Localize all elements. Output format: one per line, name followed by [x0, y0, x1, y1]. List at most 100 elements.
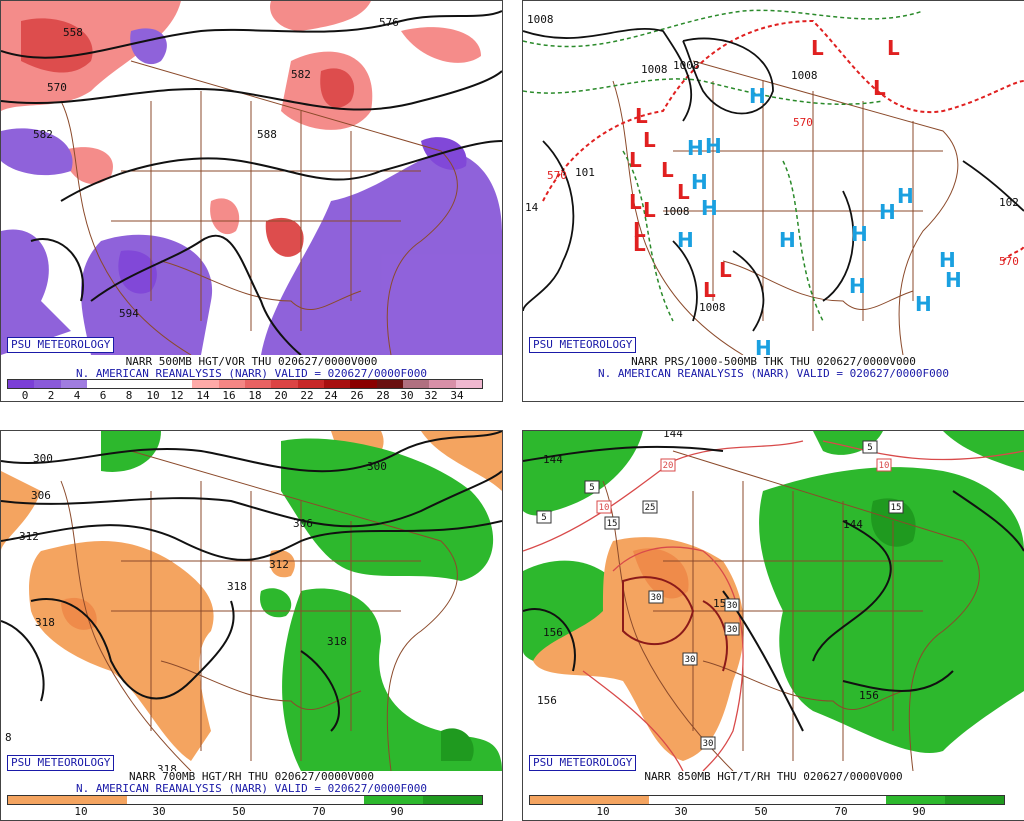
- svg-text:15: 15: [891, 503, 902, 513]
- high-center: H: [897, 184, 914, 208]
- temp-label: 15: [604, 516, 620, 530]
- cbar-tick: 6: [99, 389, 107, 402]
- high-center: H: [705, 134, 722, 158]
- svg-text:15: 15: [607, 519, 618, 529]
- contour-label: 300: [33, 452, 53, 465]
- cbar-tick: 30: [400, 389, 414, 402]
- high-center: H: [749, 84, 766, 108]
- cbar-swatch: [826, 796, 886, 804]
- temp-label: 5: [536, 510, 552, 524]
- high-center: H: [945, 268, 962, 292]
- svg-text:30: 30: [651, 593, 662, 603]
- cbar-tick: 90: [912, 805, 926, 818]
- temp-label: 10: [876, 458, 892, 472]
- contour-label: 570: [999, 255, 1019, 268]
- cbar-swatch: [323, 380, 351, 388]
- contour-label: 102: [999, 196, 1019, 209]
- low-center: L: [873, 76, 886, 100]
- low-center: L: [643, 128, 656, 152]
- cbar-swatch: [455, 380, 482, 388]
- contour-label: 1008: [673, 59, 700, 72]
- psu-logo: PSU METEOROLOGY: [7, 337, 115, 353]
- colorbar-rh: [529, 795, 1005, 805]
- contour-label: 1008: [699, 301, 726, 314]
- low-center: L: [703, 278, 716, 302]
- temp-label: 5: [584, 480, 600, 494]
- svg-text:25: 25: [645, 503, 656, 513]
- cbar-swatch: [363, 796, 423, 804]
- svg-text:5: 5: [589, 483, 594, 493]
- cbar-swatch: [648, 796, 708, 804]
- height-contours: [523, 445, 1024, 732]
- high-center: H: [915, 292, 932, 316]
- cbar-swatch: [139, 380, 166, 388]
- map-mslp: 1008 1008 1008 1008 101 570 570 1008 100…: [523, 1, 1024, 355]
- contour-label: 594: [119, 307, 139, 320]
- map-500mb: 558 576 582 570 582 588 594: [1, 1, 502, 355]
- cbar-swatch: [402, 380, 430, 388]
- svg-text:30: 30: [727, 625, 738, 635]
- geo-boundaries: [60, 60, 458, 355]
- map-850mb: 144 144 144 156 156 156 150 5 5 10 15 20…: [523, 431, 1024, 771]
- svg-text:10: 10: [599, 503, 610, 513]
- cbar-tick: 14: [196, 389, 210, 402]
- high-center: H: [879, 200, 896, 224]
- map-700mb: 300 300 306 312 318 306 312 318 318 318 …: [1, 431, 502, 771]
- cbar-tick: 8: [125, 389, 133, 402]
- temp-label: 30: [682, 652, 698, 666]
- cbar-swatch: [165, 380, 193, 388]
- cbar-swatch: [126, 796, 186, 804]
- cbar-tick: 90: [390, 805, 404, 818]
- low-center: L: [643, 198, 656, 222]
- cbar-tick: 24: [324, 389, 338, 402]
- cbar-swatch: [34, 380, 61, 388]
- psu-logo: PSU METEOROLOGY: [529, 337, 637, 353]
- geo-boundaries: [60, 450, 458, 771]
- cbar-swatch: [244, 380, 272, 388]
- low-center: L: [629, 190, 642, 214]
- contour-label: 318: [35, 616, 55, 629]
- geo-boundaries: [602, 450, 980, 771]
- cbar-tick: 28: [376, 389, 390, 402]
- cbar-swatch: [67, 796, 127, 804]
- panel-850mb: 144 144 144 156 156 156 150 5 5 10 15 20…: [522, 430, 1024, 821]
- cbar-tick: 16: [222, 389, 236, 402]
- low-center: L: [633, 218, 646, 242]
- colorbar-ticks: 10 30 50 70 90: [523, 805, 1024, 818]
- cbar-tick: 10: [74, 805, 88, 818]
- colorbar-ticks: 10 30 50 70 90: [1, 805, 502, 818]
- contour-label: 318: [157, 763, 177, 771]
- contour-label: 1008: [791, 69, 818, 82]
- panel-500mb: 558 576 582 570 582 588 594 PSU METEOROL…: [0, 0, 503, 402]
- temp-label: 30: [700, 736, 716, 750]
- svg-text:30: 30: [685, 655, 696, 665]
- svg-text:10: 10: [879, 461, 890, 471]
- height-contours: [1, 431, 502, 732]
- cbar-swatch: [350, 380, 377, 388]
- temp-label: 15: [888, 500, 904, 514]
- temp-label: 5: [862, 440, 878, 454]
- contour-label: 8: [5, 731, 12, 744]
- cbar-tick: 50: [754, 805, 768, 818]
- cbar-tick: 10: [596, 805, 610, 818]
- contour-label: 144: [543, 453, 563, 466]
- temp-label: 30: [648, 590, 664, 604]
- cbar-tick: 4: [73, 389, 81, 402]
- cbar-swatch: [8, 380, 35, 388]
- low-center: L: [635, 104, 648, 128]
- contour-label: 570: [47, 81, 67, 94]
- contour-label: 558: [63, 26, 83, 39]
- contour-label: 570: [547, 169, 567, 182]
- cbar-tick: 10: [146, 389, 160, 402]
- psu-logo: PSU METEOROLOGY: [7, 755, 115, 771]
- low-center: L: [661, 158, 674, 182]
- temp-label: 30: [724, 598, 740, 612]
- caption-line1: NARR 850MB HGT/T/RH THU 020627/0000V000: [644, 770, 903, 783]
- cbar-swatch: [8, 796, 68, 804]
- svg-text:30: 30: [703, 739, 714, 749]
- high-center: H: [849, 274, 866, 298]
- contour-label: 582: [291, 68, 311, 81]
- contour-label: 306: [293, 517, 313, 530]
- contour-label: 1008: [527, 13, 554, 26]
- high-center: H: [851, 222, 868, 246]
